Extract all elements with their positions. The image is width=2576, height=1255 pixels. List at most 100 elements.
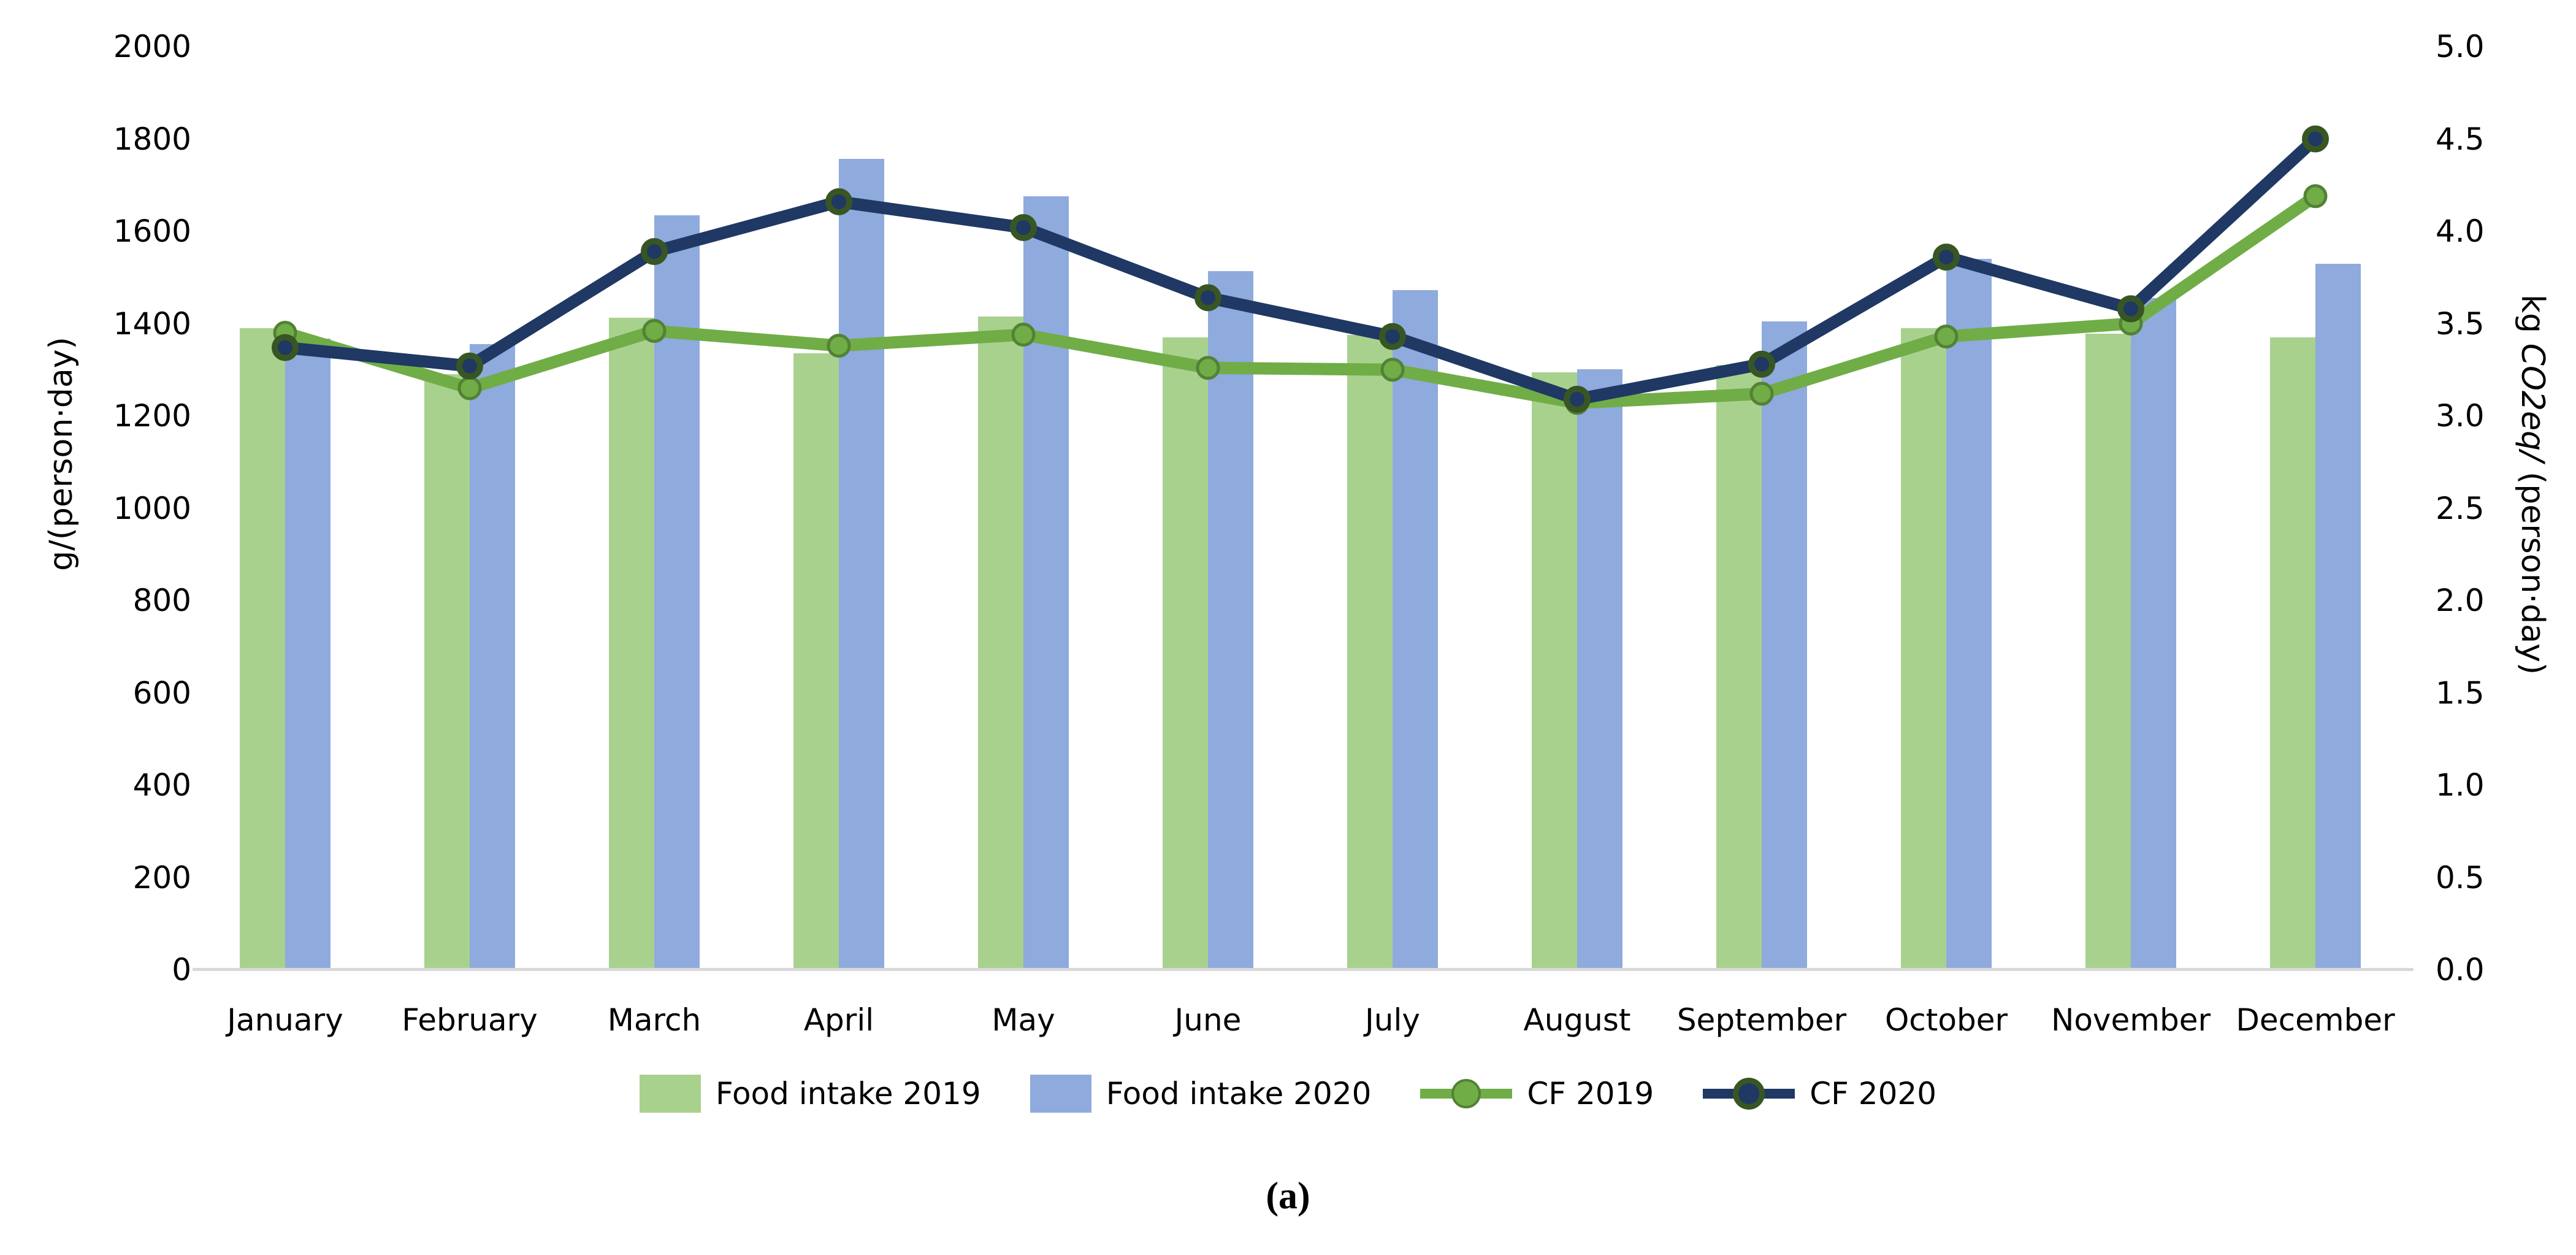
right-tick-3.0: 3.0 [2436,398,2485,434]
x-label-june: June [1174,1002,1242,1038]
bar-food-intake-2019-december [2270,337,2315,970]
legend-label-food-intake-2019: Food intake 2019 [715,1076,981,1111]
figure-caption: (a) [1266,1175,1310,1217]
right-tick-3.5: 3.5 [2436,305,2485,342]
left-tick-2000: 2000 [113,29,191,64]
legend-item-food-intake-2019: Food intake 2019 [639,1075,981,1113]
x-label-april: April [803,1002,874,1038]
left-tick-0: 0 [172,952,191,988]
left-tick-1600: 1600 [113,213,191,249]
right-axis-title-part: (person·day) [2514,461,2551,675]
bar-food-intake-2019-january [240,328,285,970]
legend-line-swatch-cf-2020 [1703,1075,1795,1113]
bar-food-intake-2020-september [1762,321,1807,970]
legend-line-swatch-cf-2019 [1420,1075,1513,1113]
bar-food-intake-2020-march [654,215,700,970]
legend-label-cf-2019: CF 2019 [1527,1076,1654,1111]
right-tick-2.0: 2.0 [2436,583,2485,618]
bar-food-intake-2019-september [1716,365,1762,970]
x-label-march: March [607,1002,701,1038]
right-tick-4.5: 4.5 [2436,121,2485,157]
right-tick-4.0: 4.0 [2436,213,2485,249]
bar-food-intake-2019-november [2085,334,2131,970]
bar-food-intake-2020-october [1946,259,1992,970]
bar-food-intake-2019-june [1163,337,1208,970]
bar-food-intake-2019-october [1901,328,1946,970]
right-tick-0.0: 0.0 [2436,952,2485,988]
marker-cf-2019-october [1934,324,1959,349]
marker-cf-2020-march [641,238,668,266]
marker-cf-2020-april [825,188,852,215]
left-tick-600: 600 [132,675,191,711]
bar-food-intake-2020-may [1023,196,1069,970]
legend-item-cf-2020: CF 2020 [1703,1075,1936,1113]
left-axis-title: g/(person·day) [43,337,80,571]
bar-food-intake-2019-july [1347,335,1393,970]
line-cf-2019 [279,190,2322,409]
legend-swatch-food-intake-2020 [1030,1075,1091,1113]
bar-food-intake-2019-february [424,374,470,970]
legend-swatch-food-intake-2019 [639,1075,701,1113]
x-label-september: September [1676,1002,1847,1038]
x-label-december: December [2236,1002,2395,1038]
x-label-august: August [1523,1002,1631,1038]
bar-food-intake-2020-november [2131,298,2176,970]
marker-cf-2020-september [1748,350,1775,378]
right-axis-title-part: kg [2514,294,2551,343]
bar-food-intake-2019-may [978,317,1023,970]
left-tick-800: 800 [132,583,191,618]
bar-food-intake-2020-january [285,338,331,970]
bar-food-intake-2020-april [839,158,884,970]
right-tick-2.5: 2.5 [2436,490,2485,526]
x-label-october: October [1884,1002,2008,1038]
marker-cf-2020-january [272,334,299,361]
left-tick-200: 200 [132,859,191,896]
right-tick-1.0: 1.0 [2436,767,2485,803]
marker-cf-2020-july [1379,323,1406,350]
marker-cf-2019-september [1749,382,1774,406]
bar-food-intake-2020-february [470,343,515,970]
legend-item-food-intake-2020: Food intake 2020 [1030,1075,1372,1113]
right-tick-5.0: 5.0 [2436,29,2485,64]
marker-cf-2019-july [1380,358,1405,382]
left-tick-1400: 1400 [113,305,191,342]
marker-cf-2020-may [1010,213,1037,241]
left-tick-400: 400 [132,767,191,803]
bar-food-intake-2020-july [1393,290,1438,970]
x-axis-line [193,968,2414,971]
marker-cf-2019-december [2303,184,2328,209]
bar-food-intake-2019-april [793,353,839,970]
right-tick-1.5: 1.5 [2436,675,2485,711]
legend-label-food-intake-2020: Food intake 2020 [1106,1076,1372,1111]
marker-cf-2020-august [1564,385,1591,413]
marker-cf-2019-march [642,319,667,343]
x-label-february: February [402,1002,538,1038]
x-label-november: November [2050,1002,2211,1038]
left-tick-1800: 1800 [113,121,191,157]
x-label-may: May [992,1002,1055,1038]
marker-cf-2019-april [827,334,851,358]
marker-cf-2020-november [2117,295,2144,323]
right-tick-0.5: 0.5 [2436,859,2485,896]
legend-label-cf-2020: CF 2020 [1810,1076,1937,1111]
bar-food-intake-2020-august [1577,369,1622,970]
bar-food-intake-2019-august [1532,372,1577,970]
marker-cf-2020-december [2302,125,2329,153]
marker-cf-2020-june [1194,284,1221,312]
left-tick-1200: 1200 [113,398,191,434]
left-tick-1000: 1000 [113,490,191,526]
bar-food-intake-2019-march [609,318,654,970]
line-cf-2020 [279,132,2322,405]
marker-cf-2019-may [1011,323,1036,347]
marker-cf-2020-october [1933,244,1960,271]
marker-cf-2019-june [1196,356,1220,380]
right-axis-title-italic-part: CO2eq/ [2514,343,2551,462]
bar-food-intake-2020-december [2315,263,2361,970]
marker-cf-2020-february [456,352,483,380]
